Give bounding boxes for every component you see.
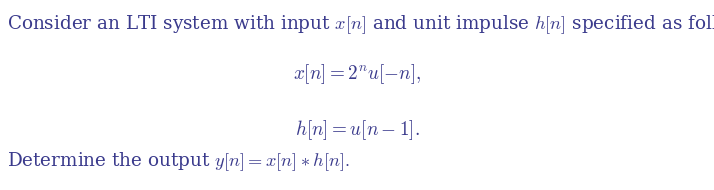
Text: Consider an LTI system with input $x[n]$ and unit impulse $h[n]$ specified as fo: Consider an LTI system with input $x[n]$… [7,13,714,36]
Text: $h[n] = u[n-1].$: $h[n] = u[n-1].$ [295,118,419,142]
Text: Determine the output $y[n] = x[n] * h[n].$: Determine the output $y[n] = x[n] * h[n]… [7,150,350,173]
Text: $x[n] = 2^n u[-n],$: $x[n] = 2^n u[-n],$ [293,63,421,86]
